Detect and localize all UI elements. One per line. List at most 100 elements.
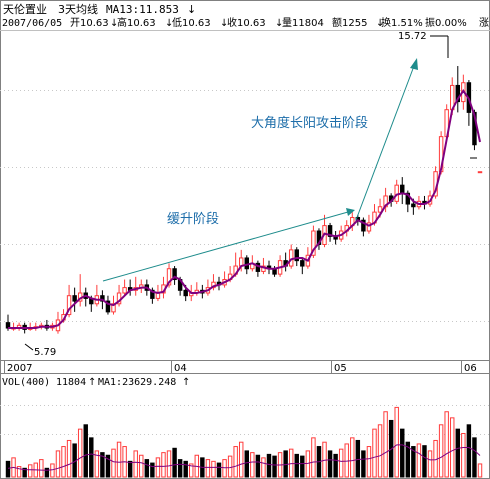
volume-bar xyxy=(94,450,100,478)
vol-title: VOL(400) xyxy=(2,377,50,388)
volume-bar xyxy=(338,448,344,478)
volume-bar xyxy=(61,446,66,478)
volume-bar xyxy=(177,459,183,478)
volume-bar xyxy=(116,441,122,478)
candlestick-series xyxy=(5,66,483,334)
amount-down-icon: ↓ xyxy=(376,18,384,29)
candle-body xyxy=(288,249,294,267)
volume-bar xyxy=(477,463,483,478)
candle-body xyxy=(327,225,333,237)
candle-body xyxy=(366,222,372,232)
low-down-icon: ↓ xyxy=(220,18,228,29)
vol-up-icon: ↑ xyxy=(88,377,96,388)
volume-bar xyxy=(411,446,416,478)
volume-bar xyxy=(250,452,255,478)
volume-bar xyxy=(83,424,88,478)
volume-bar xyxy=(450,417,455,478)
vol-value: 11804 xyxy=(56,377,86,388)
volume-bar xyxy=(400,428,405,478)
volume-bar xyxy=(383,411,388,478)
x-label-05: 05 xyxy=(334,363,347,374)
vol-ma1: MA1:23629.248 xyxy=(98,377,176,388)
candle-body xyxy=(411,203,416,208)
ma-line xyxy=(8,89,481,329)
volume-bar xyxy=(205,459,211,478)
low-label-leader xyxy=(24,343,34,351)
quote-open: 开10.63 xyxy=(70,18,109,29)
volume-bar xyxy=(111,448,116,478)
volume-bar xyxy=(361,450,366,478)
close-down-icon: ↓ xyxy=(275,18,283,29)
slow-rise-label: 缓升阶段 xyxy=(167,212,219,227)
volume-bar xyxy=(438,424,444,478)
volume-bar xyxy=(127,460,133,478)
quote-amplitude: 振0.00% xyxy=(425,16,467,29)
volume-bar xyxy=(394,406,399,478)
volume-bar xyxy=(161,452,166,478)
slow-rise-arrowhead-icon xyxy=(346,208,355,216)
big-angle-label: 大角度长阳攻击阶段 xyxy=(251,115,368,131)
candle-body xyxy=(400,184,405,194)
volume-bar xyxy=(305,450,311,478)
candle-body xyxy=(183,289,188,297)
big-angle-arrowhead-icon xyxy=(410,58,418,70)
volume-bar xyxy=(255,454,261,478)
low-label: 5.79 xyxy=(34,347,56,358)
quote-low: 低10.63 xyxy=(172,16,211,29)
volume-bar xyxy=(366,446,372,478)
volume-bar xyxy=(461,433,466,478)
quote-volume: 量11804 xyxy=(282,17,324,29)
volume-bar xyxy=(216,462,222,478)
volume-bar xyxy=(100,452,105,478)
candle-body xyxy=(377,206,383,213)
stock-name: 天伦置业 xyxy=(3,2,47,16)
price-grid xyxy=(0,90,490,322)
slow-rise-arrow xyxy=(102,211,349,282)
volume-bar xyxy=(22,467,27,478)
volume-bar xyxy=(350,437,355,478)
candle-body xyxy=(300,260,305,267)
x-label-06: 06 xyxy=(464,363,477,374)
volume-bar xyxy=(422,445,427,478)
volume-bar xyxy=(288,448,294,478)
volume-bar xyxy=(333,453,338,478)
volume-bar xyxy=(233,446,238,478)
quote-amount: 额1255 xyxy=(332,16,367,29)
vol-ma1-up-icon: ↑ xyxy=(182,377,190,388)
quote-turnover: 换1.51% xyxy=(381,16,423,29)
volume-bar xyxy=(44,467,50,478)
x-label-2007: 2007 xyxy=(7,363,32,374)
quote-high: 高10.63 xyxy=(117,16,156,29)
volume-bar xyxy=(227,455,233,478)
high-down-icon: ↓ xyxy=(165,18,173,29)
candle-body xyxy=(166,268,172,286)
volume-bar xyxy=(427,450,433,478)
candle-body xyxy=(455,84,461,103)
volume-bar xyxy=(139,454,144,478)
volume-bar xyxy=(172,447,177,478)
volume-bar xyxy=(472,437,477,478)
volume-grid xyxy=(0,405,490,435)
indicator-name: 3天均线 xyxy=(58,2,98,16)
candle-body xyxy=(405,192,411,205)
volume-series xyxy=(5,406,483,478)
volume-bar xyxy=(211,460,216,478)
volume-bar xyxy=(166,450,172,478)
volume-bar xyxy=(455,428,461,478)
candle-body xyxy=(477,171,483,174)
volume-bar xyxy=(39,459,44,478)
big-angle-arrow xyxy=(355,65,415,221)
volume-bar xyxy=(327,450,333,478)
candle-body xyxy=(311,230,316,256)
volume-bar xyxy=(16,466,22,478)
volume-bar xyxy=(222,459,227,478)
ma-value: MA13:11.853 xyxy=(106,3,179,16)
volume-bar xyxy=(444,411,449,478)
ma-down-arrow-icon: ↓ xyxy=(187,3,196,16)
candle-body xyxy=(72,295,77,302)
volume-bar xyxy=(55,450,61,478)
candle-body xyxy=(150,289,155,299)
candle-body xyxy=(111,303,116,313)
